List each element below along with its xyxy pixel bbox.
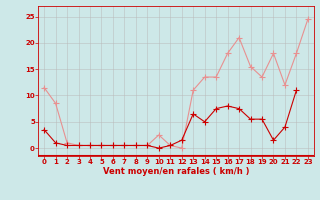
X-axis label: Vent moyen/en rafales ( km/h ): Vent moyen/en rafales ( km/h ) bbox=[103, 167, 249, 176]
